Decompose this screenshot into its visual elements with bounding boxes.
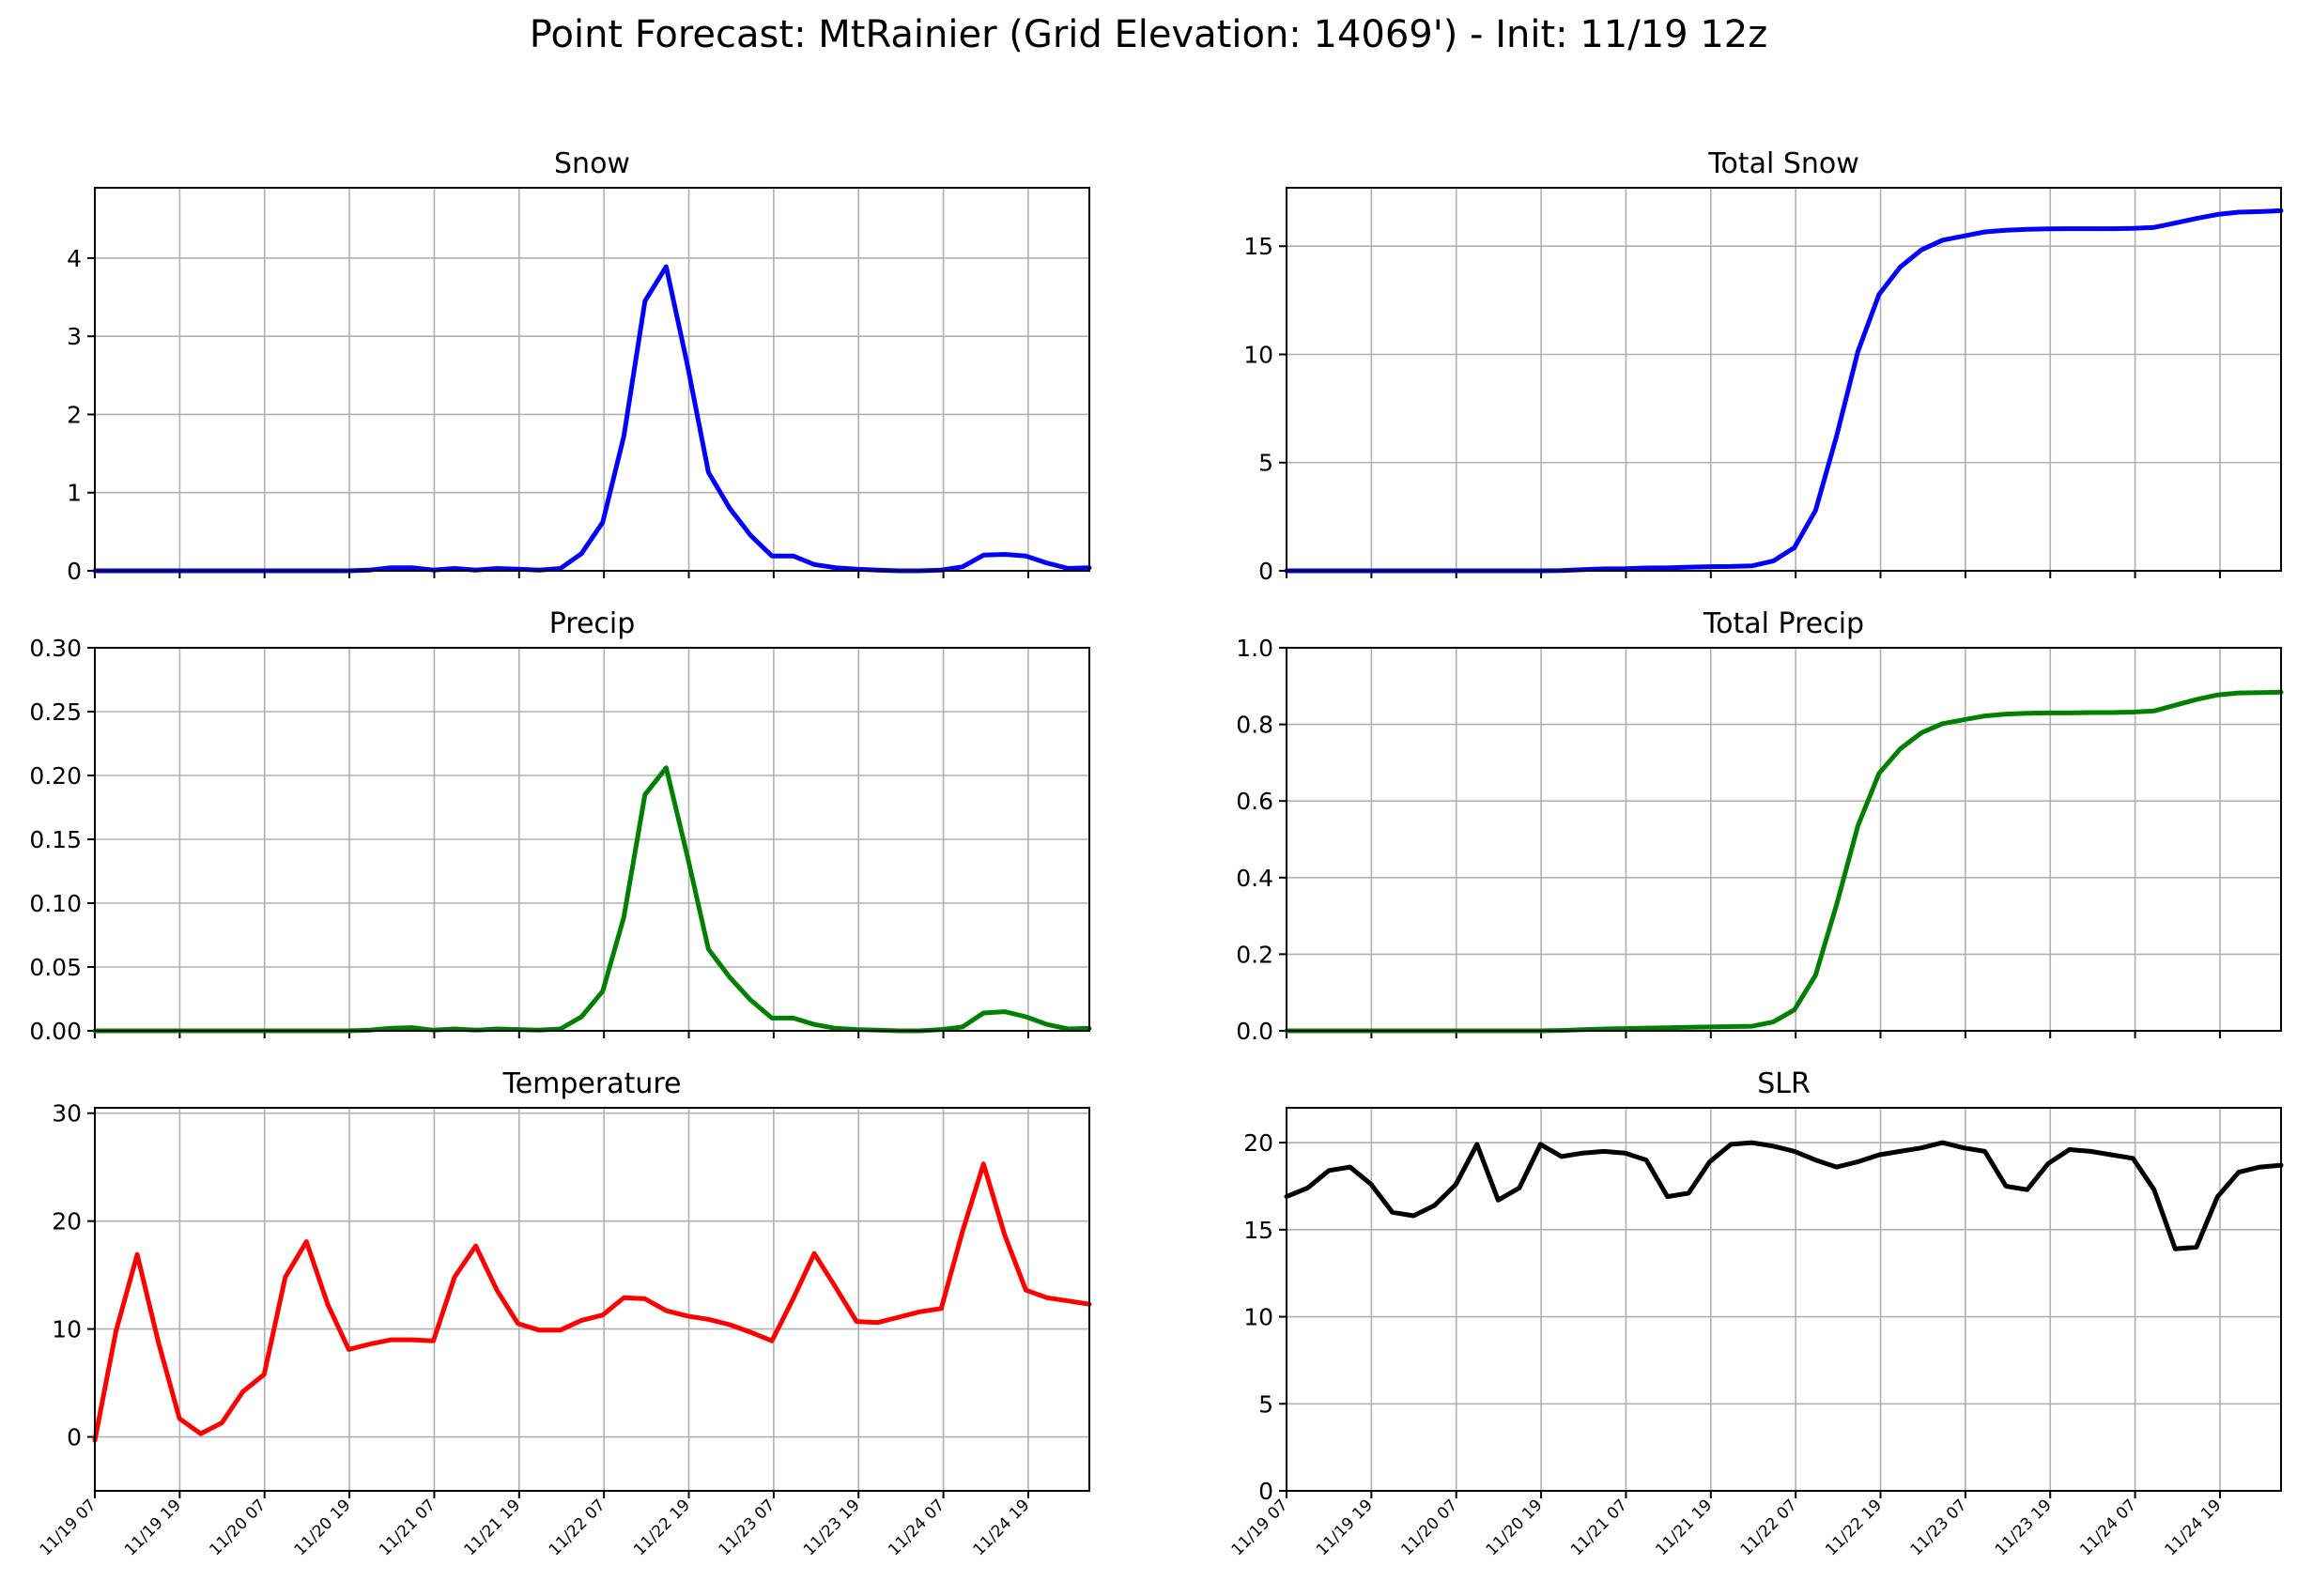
total-precip-panel-title: Total Precip: [1703, 607, 1864, 640]
precip-ytick-label: 0.30: [29, 635, 82, 662]
temperature-ytick-label: 0: [67, 1424, 82, 1451]
total-precip-axes-frame: [1286, 647, 2282, 1032]
figure-title: Point Forecast: MtRainier (Grid Elevatio…: [530, 13, 1767, 56]
precip-panel: Precip 0.00 0.05 0.10 0.15 0.20 0.25 0.30: [29, 607, 1092, 1045]
temperature-axes-frame: [94, 1107, 1090, 1492]
precip-ytick-label: 0.20: [29, 762, 82, 790]
slr-axes-frame: [1286, 1107, 2282, 1492]
slr-ytick-label: 10: [1243, 1304, 1273, 1331]
total-precip-ytick-label: 1.0: [1236, 635, 1273, 662]
temperature-ytick-label: 30: [52, 1100, 82, 1128]
snow-ytick-label: 1: [67, 480, 82, 507]
total-precip-ytick-label: 0.8: [1236, 712, 1273, 739]
total-precip-ytick-label: 0.4: [1236, 865, 1273, 892]
total-snow-axes-frame: [1286, 187, 2282, 572]
slr-ytick-label: 0: [1258, 1478, 1273, 1505]
slr-ytick-label: 5: [1258, 1390, 1273, 1418]
snow-axes-frame: [94, 187, 1090, 572]
precip-ytick-label: 0.25: [29, 698, 82, 726]
precip-panel-title: Precip: [549, 607, 636, 640]
snow-panel-title: Snow: [554, 147, 630, 180]
temperature-ytick-label: 20: [52, 1208, 82, 1235]
snow-panel: Snow 0 1 2 3 4: [67, 147, 1092, 585]
snow-ytick-label: 0: [67, 558, 82, 585]
total-snow-panel: Total Snow 0 5 10 15: [1243, 147, 2284, 585]
slr-ytick-label: 15: [1243, 1217, 1273, 1244]
total-snow-ytick-label: 15: [1243, 233, 1273, 260]
total-precip-panel: Total Precip 0.0 0.2 0.4 0.6 0.8 1.0: [1236, 607, 2284, 1045]
total-snow-panel-title: Total Snow: [1707, 147, 1859, 180]
total-precip-ytick-label: 0.6: [1236, 788, 1273, 815]
precip-ytick-label: 0.15: [29, 826, 82, 853]
precip-axes-frame: [94, 647, 1090, 1032]
precip-ytick-label: 0.05: [29, 954, 82, 981]
total-snow-ytick-label: 5: [1258, 450, 1273, 477]
temperature-series-line: [92, 1161, 1092, 1443]
temperature-panel-title: Temperature: [501, 1067, 681, 1100]
total-snow-ytick-label: 10: [1243, 341, 1273, 368]
precip-ytick-label: 0.00: [29, 1018, 82, 1045]
snow-ytick-label: 4: [67, 245, 82, 272]
precip-ytick-label: 0.10: [29, 890, 82, 917]
total-snow-ytick-label: 0: [1258, 558, 1273, 585]
slr-panel-title: SLR: [1757, 1067, 1811, 1100]
total-precip-ytick-label: 0.0: [1236, 1018, 1273, 1045]
snow-ytick-label: 2: [67, 401, 82, 428]
temperature-ytick-label: 10: [52, 1316, 82, 1343]
slr-ytick-label: 20: [1243, 1129, 1273, 1157]
snow-ytick-label: 3: [67, 323, 82, 350]
total-precip-ytick-label: 0.2: [1236, 941, 1273, 968]
slr-series-line: [1284, 1140, 2284, 1251]
